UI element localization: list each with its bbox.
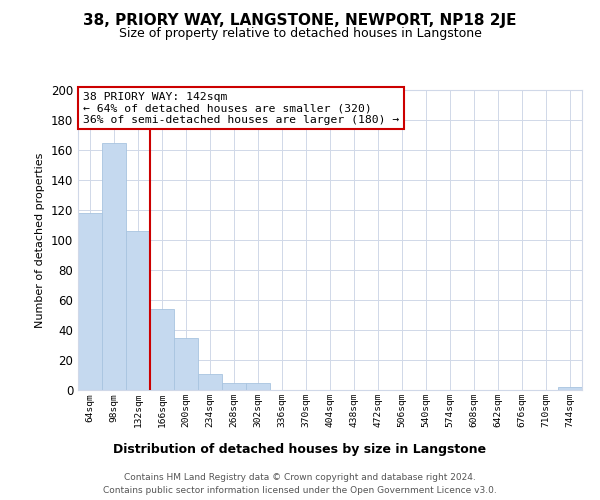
Bar [222, 382, 246, 390]
Bar [150, 309, 174, 390]
Y-axis label: Number of detached properties: Number of detached properties [35, 152, 45, 328]
Bar [174, 338, 198, 390]
Bar [102, 142, 126, 390]
Bar [198, 374, 222, 390]
Bar [78, 213, 102, 390]
Text: 38, PRIORY WAY, LANGSTONE, NEWPORT, NP18 2JE: 38, PRIORY WAY, LANGSTONE, NEWPORT, NP18… [83, 12, 517, 28]
Text: Distribution of detached houses by size in Langstone: Distribution of detached houses by size … [113, 442, 487, 456]
Text: Size of property relative to detached houses in Langstone: Size of property relative to detached ho… [119, 28, 481, 40]
Bar [558, 387, 582, 390]
Bar [246, 382, 270, 390]
Bar [126, 231, 150, 390]
Text: 38 PRIORY WAY: 142sqm
← 64% of detached houses are smaller (320)
36% of semi-det: 38 PRIORY WAY: 142sqm ← 64% of detached … [83, 92, 399, 124]
Text: Contains HM Land Registry data © Crown copyright and database right 2024.
Contai: Contains HM Land Registry data © Crown c… [103, 473, 497, 495]
